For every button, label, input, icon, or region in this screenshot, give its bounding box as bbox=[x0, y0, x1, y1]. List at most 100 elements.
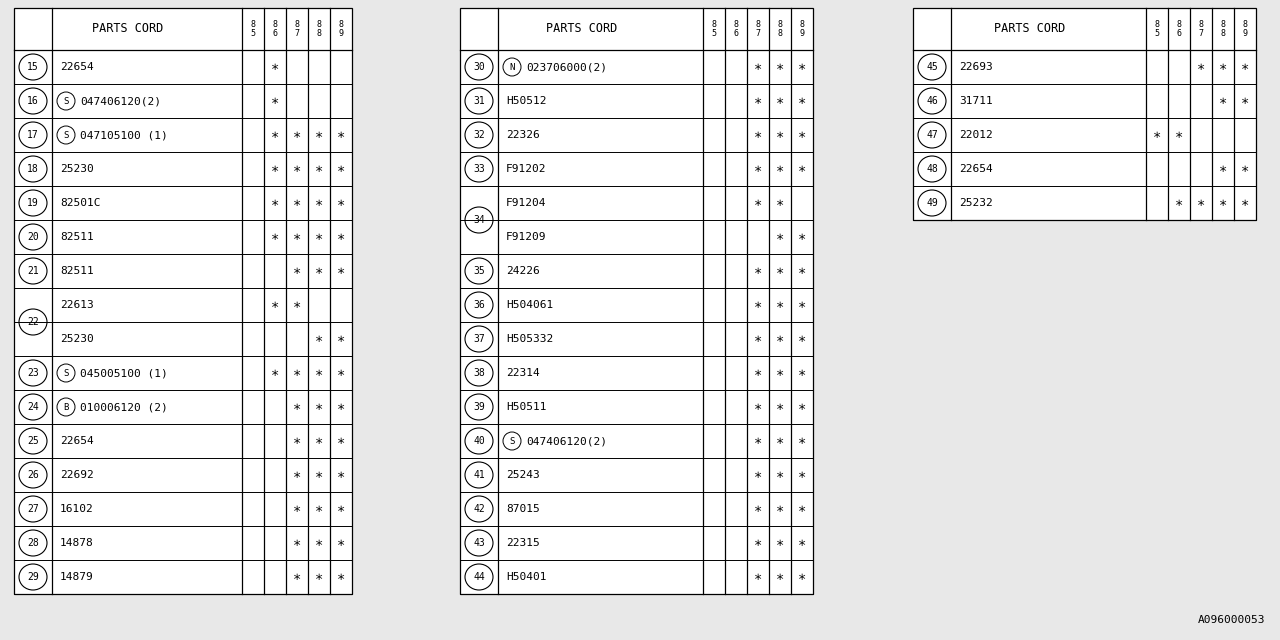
Text: ∗: ∗ bbox=[1197, 196, 1206, 210]
Text: 26: 26 bbox=[27, 470, 38, 480]
Text: ∗: ∗ bbox=[797, 536, 806, 550]
Text: ∗: ∗ bbox=[1197, 60, 1206, 74]
Text: 25243: 25243 bbox=[506, 470, 540, 480]
Bar bbox=[460, 8, 813, 594]
Text: ∗: ∗ bbox=[776, 94, 785, 108]
Text: 24: 24 bbox=[27, 402, 38, 412]
Text: 16102: 16102 bbox=[60, 504, 93, 514]
Text: PARTS CORD: PARTS CORD bbox=[545, 22, 617, 35]
Text: ∗: ∗ bbox=[754, 332, 762, 346]
Text: 47: 47 bbox=[927, 130, 938, 140]
Text: ∗: ∗ bbox=[337, 536, 346, 550]
Text: ∗: ∗ bbox=[271, 128, 279, 142]
Bar bbox=[14, 8, 352, 594]
Text: ∗: ∗ bbox=[797, 332, 806, 346]
Bar bbox=[14, 8, 352, 594]
Text: ∗: ∗ bbox=[754, 434, 762, 448]
Text: 40: 40 bbox=[474, 436, 485, 446]
Text: 21: 21 bbox=[27, 266, 38, 276]
Text: 25: 25 bbox=[27, 436, 38, 446]
Text: ∗: ∗ bbox=[754, 264, 762, 278]
Text: S: S bbox=[509, 436, 515, 445]
Text: ∗: ∗ bbox=[271, 230, 279, 244]
Text: ∗: ∗ bbox=[776, 502, 785, 516]
Text: 010006120 (2): 010006120 (2) bbox=[79, 402, 168, 412]
Text: ∗: ∗ bbox=[797, 298, 806, 312]
Text: ∗: ∗ bbox=[1240, 162, 1249, 176]
Text: PARTS CORD: PARTS CORD bbox=[993, 22, 1065, 35]
Text: ∗: ∗ bbox=[337, 434, 346, 448]
Text: 8
6: 8 6 bbox=[733, 20, 739, 38]
Text: 8
5: 8 5 bbox=[712, 20, 717, 38]
Text: ∗: ∗ bbox=[754, 196, 762, 210]
Text: F91202: F91202 bbox=[506, 164, 547, 174]
Text: ∗: ∗ bbox=[293, 468, 301, 482]
Text: 8
9: 8 9 bbox=[800, 20, 805, 38]
Text: ∗: ∗ bbox=[293, 400, 301, 414]
Text: ∗: ∗ bbox=[776, 128, 785, 142]
Text: ∗: ∗ bbox=[1219, 94, 1228, 108]
Text: ∗: ∗ bbox=[337, 502, 346, 516]
Text: 22692: 22692 bbox=[60, 470, 93, 480]
Text: 37: 37 bbox=[474, 334, 485, 344]
Text: ∗: ∗ bbox=[797, 366, 806, 380]
Text: ∗: ∗ bbox=[1219, 60, 1228, 74]
Text: 35: 35 bbox=[474, 266, 485, 276]
Text: ∗: ∗ bbox=[293, 366, 301, 380]
Text: ∗: ∗ bbox=[315, 400, 323, 414]
Text: ∗: ∗ bbox=[754, 468, 762, 482]
Text: 023706000(2): 023706000(2) bbox=[526, 62, 607, 72]
Text: 8
6: 8 6 bbox=[273, 20, 278, 38]
Text: ∗: ∗ bbox=[337, 570, 346, 584]
Text: ∗: ∗ bbox=[315, 570, 323, 584]
Text: H50511: H50511 bbox=[506, 402, 547, 412]
Text: ∗: ∗ bbox=[337, 332, 346, 346]
Text: ∗: ∗ bbox=[754, 60, 762, 74]
Text: F91204: F91204 bbox=[506, 198, 547, 208]
Text: ∗: ∗ bbox=[776, 570, 785, 584]
Text: 24226: 24226 bbox=[506, 266, 540, 276]
Text: ∗: ∗ bbox=[271, 196, 279, 210]
Text: ∗: ∗ bbox=[797, 434, 806, 448]
Text: ∗: ∗ bbox=[776, 536, 785, 550]
Text: ∗: ∗ bbox=[1219, 162, 1228, 176]
Text: 19: 19 bbox=[27, 198, 38, 208]
Text: 22654: 22654 bbox=[60, 62, 93, 72]
Text: 38: 38 bbox=[474, 368, 485, 378]
Text: ∗: ∗ bbox=[293, 196, 301, 210]
Text: ∗: ∗ bbox=[293, 264, 301, 278]
Text: ∗: ∗ bbox=[776, 264, 785, 278]
Bar bbox=[913, 8, 1256, 220]
Text: ∗: ∗ bbox=[1240, 196, 1249, 210]
Text: 27: 27 bbox=[27, 504, 38, 514]
Text: 22: 22 bbox=[27, 317, 38, 327]
Text: ∗: ∗ bbox=[337, 264, 346, 278]
Text: ∗: ∗ bbox=[776, 298, 785, 312]
Text: ∗: ∗ bbox=[754, 502, 762, 516]
Text: PARTS CORD: PARTS CORD bbox=[92, 22, 164, 35]
Text: 8
7: 8 7 bbox=[294, 20, 300, 38]
Text: ∗: ∗ bbox=[797, 400, 806, 414]
Text: ∗: ∗ bbox=[754, 536, 762, 550]
Text: ∗: ∗ bbox=[337, 400, 346, 414]
Text: 22654: 22654 bbox=[60, 436, 93, 446]
Text: ∗: ∗ bbox=[776, 332, 785, 346]
Text: ∗: ∗ bbox=[1240, 94, 1249, 108]
Text: ∗: ∗ bbox=[1240, 60, 1249, 74]
Text: 045005100 (1): 045005100 (1) bbox=[79, 368, 168, 378]
Text: 23: 23 bbox=[27, 368, 38, 378]
Text: ∗: ∗ bbox=[797, 60, 806, 74]
Text: 14878: 14878 bbox=[60, 538, 93, 548]
Text: 42: 42 bbox=[474, 504, 485, 514]
Text: ∗: ∗ bbox=[797, 128, 806, 142]
Text: ∗: ∗ bbox=[293, 434, 301, 448]
Text: ∗: ∗ bbox=[797, 570, 806, 584]
Text: 25230: 25230 bbox=[60, 334, 93, 344]
Text: 20: 20 bbox=[27, 232, 38, 242]
Text: ∗: ∗ bbox=[315, 264, 323, 278]
Text: ∗: ∗ bbox=[271, 298, 279, 312]
Text: ∗: ∗ bbox=[776, 434, 785, 448]
Text: 15: 15 bbox=[27, 62, 38, 72]
Text: 87015: 87015 bbox=[506, 504, 540, 514]
Text: ∗: ∗ bbox=[1175, 128, 1183, 142]
